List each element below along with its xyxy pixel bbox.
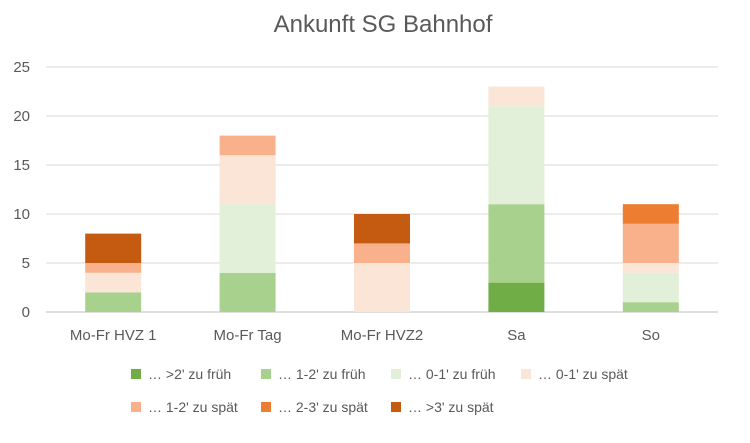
x-axis: Mo-Fr HVZ 1 Mo-Fr Tag Mo-Fr HVZ2 Sa So [70,327,660,344]
bar-segment [219,272,276,312]
legend-label: … >2' zu früh [148,366,231,382]
bar-segment [622,223,679,263]
legend-swatch [391,369,401,379]
y-tick-label: 5 [22,255,30,272]
legend-label: … 0-1' zu spät [538,366,628,382]
bar-segment [488,282,545,312]
bar-segment [488,86,545,107]
legend-item: … 1-2' zu spät [131,399,238,415]
bar-segment [85,272,142,293]
x-tick-label: So [642,327,660,344]
legend-swatch [521,369,531,379]
y-axis: 0 5 10 15 20 25 [13,59,30,321]
bar-segment [622,272,679,303]
bar-segment [85,292,142,312]
chart-title: Ankunft SG Bahnhof [274,11,493,38]
bar-segment [622,263,679,273]
bar-segment [219,155,276,205]
bar-segment [354,214,410,244]
legend-swatch [261,369,271,379]
bar-segment [219,135,276,156]
y-tick-label: 0 [22,304,30,321]
bar-segment [219,204,276,273]
x-tick-label: Sa [507,327,526,344]
legend-item: … >2' zu früh [131,366,231,382]
bar-segment [85,233,142,263]
legend-label: … 0-1' zu früh [408,366,496,382]
x-tick-label: Mo-Fr HVZ2 [341,327,424,344]
legend-item: … >3' zu spät [391,399,494,415]
bar-segment [85,263,142,273]
legend-swatch [391,402,401,412]
bar-segment [488,106,545,205]
legend-label: … >3' zu spät [408,399,494,415]
legend-item: … 0-1' zu früh [391,366,496,382]
legend-item: … 1-2' zu früh [261,366,366,382]
legend-label: … 2-3' zu spät [278,399,368,415]
y-tick-label: 20 [13,108,30,125]
x-tick-label: Mo-Fr Tag [214,327,282,344]
legend-swatch [131,402,141,412]
y-tick-label: 10 [13,206,30,223]
y-tick-label: 15 [13,157,30,174]
bar-segment [354,263,410,312]
legend-swatch [261,402,271,412]
legend-item: … 0-1' zu spät [521,366,628,382]
bar-segment [488,204,545,283]
bars [85,86,679,312]
y-tick-label: 25 [13,59,30,76]
legend-label: … 1-2' zu früh [278,366,366,382]
bar-segment [622,302,679,312]
bar-segment [622,204,679,224]
legend-swatch [131,369,141,379]
legend: … >2' zu früh … 1-2' zu früh … 0-1' zu frü… [131,366,628,415]
legend-label: … 1-2' zu spät [148,399,238,415]
bar-segment [354,243,410,263]
x-tick-label: Mo-Fr HVZ 1 [70,327,157,344]
legend-item: … 2-3' zu spät [261,399,368,415]
